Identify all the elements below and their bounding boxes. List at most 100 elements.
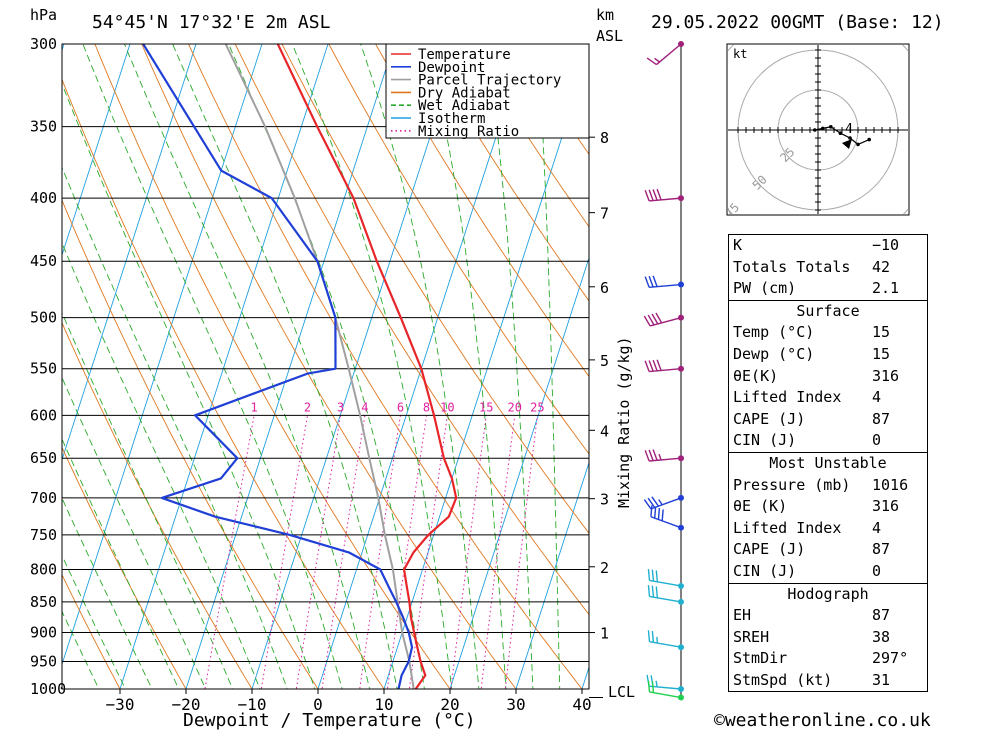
wind-barb-staff <box>650 516 682 529</box>
wind-level-dot <box>678 582 684 589</box>
most-unstable-row: Pressure (mb) 1016 <box>733 475 909 494</box>
legend-label: Temperature <box>418 47 511 63</box>
isotherm-line <box>119 44 329 689</box>
copyright-icon: © <box>714 710 725 731</box>
wind-level-dot <box>678 694 684 701</box>
hpa-unit-label: hPa <box>30 6 57 24</box>
index-row-k: K −10 <box>733 236 900 254</box>
wind-barb-feather <box>647 314 655 326</box>
wet-adiabat-line <box>62 376 207 689</box>
legend-label: Parcel Trajectory <box>418 73 561 89</box>
temperature-tick-label: 0 <box>313 695 323 714</box>
wind-barb <box>646 41 684 66</box>
surface-row: Temp (°C) 15 <box>733 323 891 342</box>
plot-frame <box>61 43 590 690</box>
wet-adiabat-line <box>62 497 153 689</box>
hodograph-point <box>848 136 852 140</box>
wind-level-dot <box>678 314 684 321</box>
wind-level-dot <box>678 644 684 651</box>
wind-barb-feather <box>647 568 651 581</box>
hodograph-stats-row: StmSpd (kt) 31 <box>733 670 891 689</box>
pressure-tick-label: 400 <box>30 189 57 207</box>
asl-unit-label: ASL <box>596 27 623 45</box>
pressure-tick-label: 350 <box>30 118 57 136</box>
dry-adiabat-line <box>62 573 121 689</box>
wind-barb-feather <box>657 508 661 520</box>
wind-barb <box>647 680 684 701</box>
pressure-tick-label: 900 <box>30 624 57 642</box>
hodograph-point <box>856 142 860 147</box>
surface-row: Lifted Index 4 <box>733 388 882 407</box>
isotherm-line <box>62 44 197 461</box>
isotherm-line <box>515 461 589 689</box>
hodograph-point <box>867 137 871 142</box>
wind-barb-feather <box>655 570 659 582</box>
wind-barb <box>644 188 684 202</box>
mixing-ratio-line <box>386 415 427 689</box>
height-tick-label: 2 <box>600 559 609 577</box>
wind-barb-staff <box>649 691 682 699</box>
km-unit-label: km <box>596 6 614 24</box>
dry-adiabat-line <box>375 44 589 378</box>
hodograph-unit-label: kt <box>733 47 747 61</box>
surface-row: CAPE (J) 87 <box>733 409 891 428</box>
temperature-line <box>276 44 458 689</box>
dewpoint-line <box>142 44 414 689</box>
mixing-ratio-label: 1 <box>250 400 257 414</box>
wet-adiabat-line <box>62 242 261 689</box>
wind-barb-feather <box>651 569 655 582</box>
wet-adiabat-line <box>62 554 126 689</box>
wind-barb-feather <box>644 276 650 288</box>
wind-barb-feather <box>651 313 659 325</box>
legend-label: Isotherm <box>418 111 485 127</box>
wind-barb-feather <box>655 312 663 324</box>
temperature-tick-label: 20 <box>440 695 459 714</box>
wind-level-dot <box>678 686 684 692</box>
datetime-label: 29.05.2022 00GMT (Base: 12) <box>651 12 944 33</box>
legend-box <box>385 43 590 139</box>
wind-barb-feather <box>650 505 653 517</box>
mixing-ratio-label: 6 <box>397 400 404 414</box>
wind-barb-feather <box>643 499 652 510</box>
height-tick-label: 7 <box>600 205 609 223</box>
dry-adiabat-line <box>328 44 589 455</box>
footer-credit[interactable]: ©weatheronline.co.uk <box>714 710 931 731</box>
mixing-ratio-line <box>408 415 448 689</box>
wind-barb-feather <box>648 449 654 461</box>
pressure-tick-label: 600 <box>30 406 57 424</box>
wind-barb-staff <box>649 640 682 648</box>
hodograph-point <box>821 126 825 131</box>
wind-barb-feather <box>651 681 655 693</box>
mixing-ratio-axis-title: Mixing Ratio (g/kg) <box>615 336 633 508</box>
mixing-ratio-label: 8 <box>423 400 430 414</box>
wind-barb-feather <box>648 360 654 372</box>
wind-barb-feather <box>647 497 656 508</box>
mixing-ratio-label: 25 <box>530 400 544 414</box>
wind-level-dot <box>678 41 684 47</box>
wind-barb <box>647 630 684 651</box>
most-unstable-row: θE (K) 316 <box>733 497 900 516</box>
wind-barb-staff <box>649 283 682 289</box>
wind-level-dot <box>678 365 684 372</box>
wind-barb-staff <box>649 579 682 587</box>
wind-barb-feather <box>648 189 654 201</box>
hodograph-point <box>813 128 817 132</box>
height-tick-label: 5 <box>600 352 609 370</box>
most-unstable-row: Lifted Index 4 <box>733 518 882 537</box>
dry-adiabat-line <box>468 44 589 228</box>
wind-barb-staff <box>649 595 682 603</box>
wind-barb-feather <box>647 584 651 597</box>
mixing-ratio-label: 3 <box>337 400 344 414</box>
height-tick-label: 3 <box>600 491 609 509</box>
site-link[interactable]: weatheronline.co.uk <box>724 710 931 731</box>
wind-barb-feather <box>651 630 655 643</box>
temperature-tick-label: −10 <box>238 695 267 714</box>
mixing-ratio-line <box>480 415 516 689</box>
wind-barb-half-feather <box>655 680 658 688</box>
wind-barb-feather <box>656 188 662 201</box>
pressure-tick-label: 850 <box>30 593 57 611</box>
mixing-ratio-line <box>321 415 366 689</box>
wet-adiabat-line <box>62 610 100 689</box>
